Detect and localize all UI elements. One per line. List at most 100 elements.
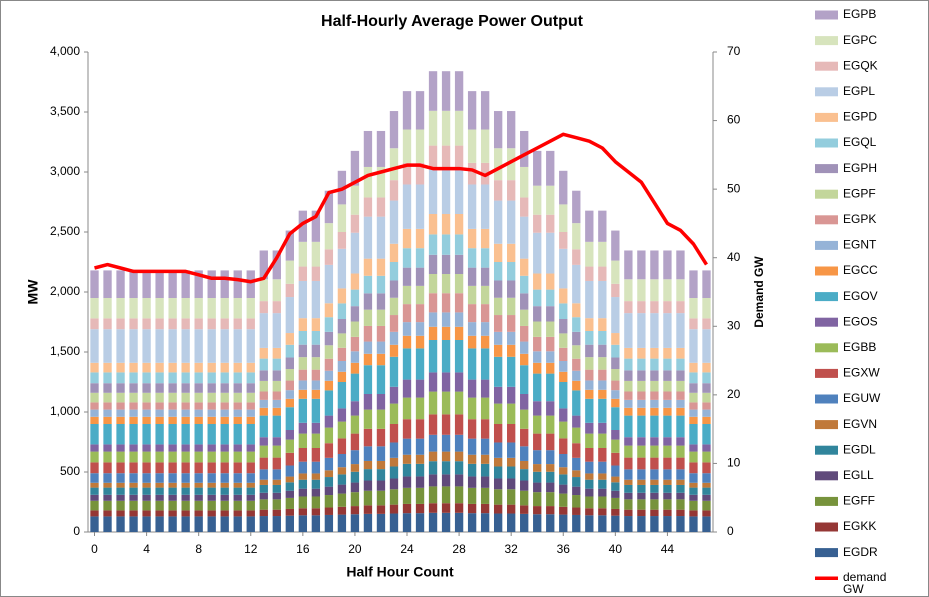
bar-segment (650, 380, 659, 392)
bar-segment (637, 492, 646, 500)
bar-segment (103, 318, 112, 330)
bar-segment (454, 512, 464, 532)
bar-segment (480, 322, 490, 336)
bar-segment (337, 371, 347, 382)
bar-segment (350, 492, 360, 507)
bar-segment (142, 329, 151, 363)
bar-segment (311, 389, 321, 399)
bar-segment (285, 230, 294, 261)
bar-segment (663, 479, 672, 485)
bar-segment (650, 399, 659, 408)
bar-segment (181, 392, 190, 403)
bar-segment (480, 503, 490, 514)
bar-segment (546, 471, 555, 483)
bar-segment (194, 494, 203, 501)
bar-segment (389, 243, 399, 262)
bar-segment (272, 370, 281, 381)
legend-label: EGQK (843, 58, 878, 72)
bar-segment (311, 488, 321, 497)
bar-segment (663, 399, 672, 408)
bar-segment (181, 362, 190, 373)
bar-segment (689, 409, 698, 417)
bar-segment (507, 457, 516, 467)
legend-swatch (815, 548, 838, 558)
bar-segment (467, 304, 477, 323)
bar-segment (363, 513, 373, 532)
bar-segment (533, 492, 542, 507)
bar-segment (454, 372, 464, 392)
bar-segment (155, 392, 164, 403)
bar-segment (103, 383, 112, 393)
bar-segment (624, 415, 633, 438)
bar-segment (129, 298, 138, 319)
bar-segment (155, 402, 164, 410)
bar-segment (467, 419, 477, 439)
bar-segment (181, 444, 190, 452)
bar-segment (259, 313, 268, 348)
legend-swatch (815, 240, 838, 250)
bar-segment (611, 344, 620, 358)
bar-segment (572, 443, 581, 458)
bar-segment (441, 326, 451, 340)
bar-segment (350, 289, 360, 307)
bar-segment (598, 331, 607, 345)
bar-segment (194, 383, 203, 393)
bar-segment (572, 303, 581, 318)
bar-segment (572, 507, 581, 515)
bar-segment (402, 228, 412, 249)
bar-segment (480, 463, 490, 477)
bar-segment (454, 234, 464, 255)
bar-segment (168, 362, 177, 373)
bar-segment (598, 389, 607, 399)
bar-segment (663, 516, 672, 532)
bar-segment (559, 474, 568, 485)
bar-segment (637, 370, 646, 381)
y2-axis-title: Demand GW (752, 256, 766, 328)
bar-segment (598, 266, 607, 281)
bar-segment (702, 494, 711, 501)
bar-segment (272, 358, 281, 371)
bar-segment (585, 331, 594, 345)
bar-segment (585, 461, 594, 474)
bar-segment (467, 91, 477, 130)
bar-segment (168, 444, 177, 452)
bar-segment (207, 298, 216, 319)
bar-segment (350, 273, 360, 290)
bar-segment (194, 462, 203, 474)
bar-segment (572, 249, 581, 265)
bar-segment (324, 470, 334, 478)
bar-segment (624, 358, 633, 371)
bar-segment (220, 298, 229, 319)
bar-segment (246, 473, 255, 483)
bar-segment (363, 293, 373, 310)
bar-segment (676, 492, 685, 500)
bar-segment (155, 372, 164, 384)
y2-tick-label: 10 (727, 456, 741, 470)
bar-segment (272, 445, 281, 458)
legend-label: EGOV (843, 289, 878, 303)
legend-label: EGPK (843, 212, 876, 226)
bar-segment (546, 373, 555, 402)
bar-segment (337, 438, 347, 454)
bar-segment (207, 462, 216, 474)
bar-segment (467, 267, 477, 286)
bar-segment (520, 409, 529, 429)
bar-segment (689, 482, 698, 488)
bar-segment (493, 478, 503, 490)
bar-segment (363, 258, 373, 276)
legend-swatch (815, 368, 838, 378)
bar-segment (454, 414, 464, 435)
bar-segment (663, 484, 672, 493)
bar-segment (546, 492, 555, 507)
bar-segment (181, 482, 190, 488)
bar-segment (337, 204, 347, 232)
bar-segment (155, 362, 164, 373)
bar-segment (142, 372, 151, 384)
bar-segment (207, 516, 216, 532)
bar-segment (311, 398, 321, 423)
bar-segment (90, 451, 99, 463)
bar-segment (376, 365, 386, 394)
legend-label: EGQL (843, 135, 877, 149)
bar-segment (598, 461, 607, 474)
bar-segment (507, 386, 516, 404)
